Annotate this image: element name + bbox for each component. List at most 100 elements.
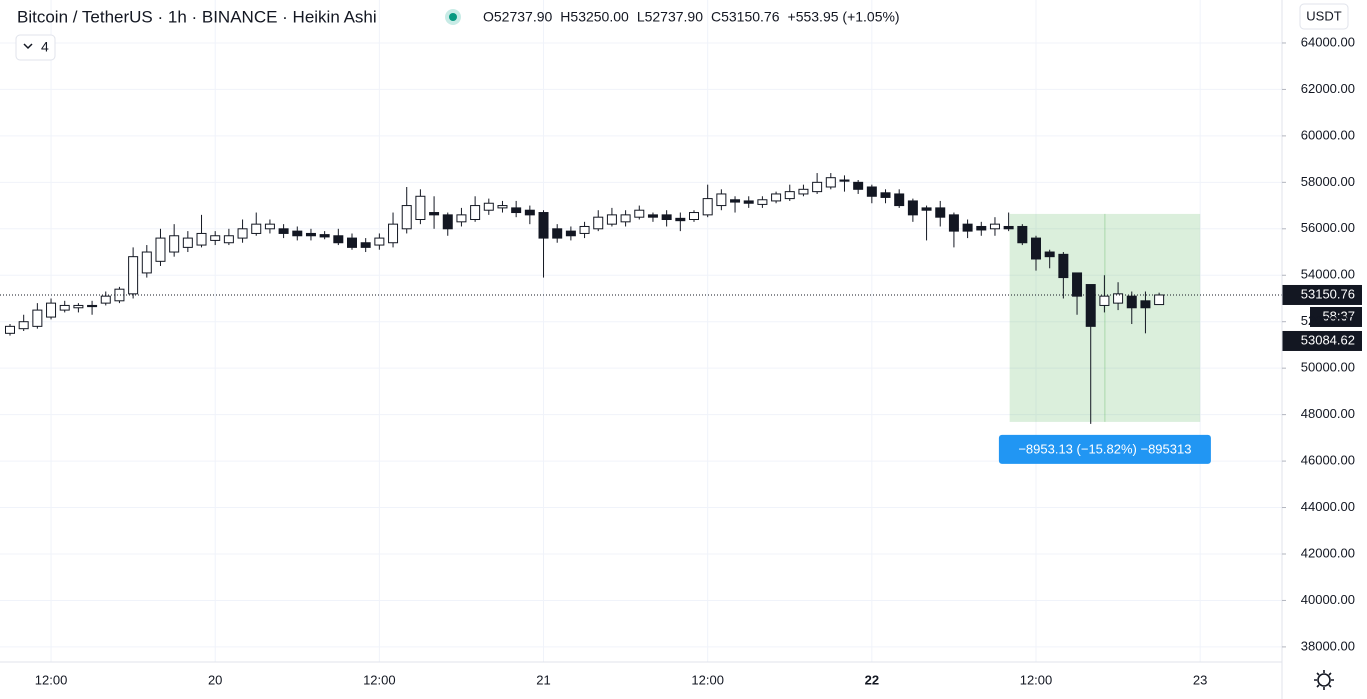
- candle-body: [210, 235, 221, 241]
- candle-body: [1058, 253, 1069, 279]
- candle-body: [1044, 251, 1055, 258]
- candle-body: [812, 181, 823, 193]
- candle-body: [839, 179, 850, 182]
- x-tick-label: 23: [1193, 672, 1207, 687]
- candle-body: [87, 304, 98, 308]
- candle-body: [866, 186, 877, 197]
- candle-body: [237, 228, 248, 239]
- ohlc-legend: O52737.90 H53250.00 L52737.90 C53150.76 +553…: [483, 9, 900, 25]
- y-tick-label: 50000.00: [1301, 360, 1355, 375]
- candle-body: [73, 304, 84, 309]
- grid: [0, 0, 1282, 662]
- x-tick-label: 12:00: [1020, 672, 1053, 687]
- candle-body: [292, 230, 303, 237]
- indicator-count: 4: [41, 39, 49, 55]
- candles: [5, 173, 1165, 424]
- ohlc-item: H53250.00: [560, 9, 629, 25]
- candle-body: [1126, 295, 1137, 309]
- candle-body: [1031, 237, 1041, 260]
- y-tick-label: 42000.00: [1301, 545, 1355, 560]
- y-tick-label: 38000.00: [1301, 638, 1355, 653]
- candle-body: [401, 205, 412, 230]
- candle-body: [196, 232, 207, 246]
- candle-body: [1017, 225, 1028, 244]
- candle-body: [661, 214, 672, 221]
- candle-body: [907, 200, 918, 216]
- currency-label: USDT: [1306, 8, 1341, 23]
- candle-body: [935, 207, 946, 218]
- candle-body: [962, 223, 973, 232]
- measure-label-bg: [998, 434, 1211, 464]
- candle-body: [32, 309, 43, 327]
- candle-body: [278, 228, 289, 234]
- candle-body: [784, 191, 795, 200]
- candle-body: [524, 209, 535, 216]
- ohlc-item: +553.95 (+1.05%): [788, 9, 900, 25]
- currency-button[interactable]: [1299, 3, 1349, 30]
- candle-body: [1113, 293, 1124, 304]
- candle-body: [415, 195, 426, 221]
- symbol-title: Bitcoin / TetherUS · 1h · BINANCE · Heik…: [17, 7, 377, 26]
- candle-body: [538, 212, 549, 239]
- candle-body: [948, 214, 959, 232]
- candle-body: [1140, 300, 1151, 309]
- candle-body: [442, 214, 453, 230]
- candle-body: [456, 214, 467, 223]
- candle-body: [730, 199, 741, 203]
- candle-body: [128, 256, 139, 295]
- x-tick-label: 20: [208, 672, 222, 687]
- price-label-bg: [1282, 284, 1362, 305]
- x-tick-label: 22: [865, 672, 879, 687]
- candle-body: [223, 235, 234, 244]
- candle-body: [798, 188, 809, 195]
- y-tick-label: 60000.00: [1301, 127, 1355, 142]
- candle-body: [689, 212, 699, 221]
- x-tick-label: 12:00: [35, 672, 68, 687]
- indicator-toggle[interactable]: [15, 34, 56, 61]
- candle-body: [18, 321, 29, 330]
- candle-body: [497, 205, 508, 209]
- y-tick-label: 54000.00: [1301, 267, 1355, 282]
- marker-price-bg: [1282, 330, 1362, 351]
- candle-body: [141, 251, 152, 274]
- gear-teeth: [1314, 670, 1334, 690]
- candle-body: [169, 235, 180, 253]
- candle-body: [319, 234, 330, 238]
- y-tick-label: 48000.00: [1301, 406, 1355, 421]
- candle-body: [470, 205, 481, 221]
- ohlc-item: C53150.76: [711, 9, 780, 25]
- y-tick-label: 56000.00: [1301, 220, 1355, 235]
- chevron-icon: [23, 43, 33, 50]
- settings-button[interactable]: [1314, 670, 1334, 690]
- candle-body: [100, 295, 111, 304]
- candle-body: [880, 192, 891, 198]
- candle-body: [647, 214, 658, 218]
- candle-body: [702, 198, 713, 216]
- candle-body: [989, 223, 1000, 230]
- candle-body: [1085, 284, 1096, 327]
- candle-body: [771, 193, 782, 202]
- current-price-label: 53150.76: [1301, 286, 1355, 301]
- x-tick-label: 12:00: [691, 672, 724, 687]
- candle-body: [511, 207, 522, 214]
- y-tick-label: 44000.00: [1301, 499, 1355, 514]
- candle-body: [825, 177, 836, 188]
- candle-body: [1154, 294, 1165, 306]
- candle-body: [333, 235, 344, 244]
- candle-body: [552, 228, 563, 239]
- countdown-label: 58:37: [1322, 308, 1355, 323]
- candle-body: [565, 230, 576, 237]
- y-tick-label: 40000.00: [1301, 592, 1355, 607]
- y-tick-label: 62000.00: [1301, 81, 1355, 96]
- candle-body: [388, 223, 399, 244]
- axes: 38000.00 40000.00 42000.00 44000.00 46000.00…: [35, 34, 1355, 687]
- status-dot: [449, 13, 457, 21]
- candle-body: [634, 209, 645, 218]
- candle-body: [347, 237, 357, 248]
- candle-body: [155, 237, 166, 262]
- candle-body: [743, 200, 754, 204]
- ohlc-item: L52737.90: [637, 9, 703, 25]
- y-tick-label: 58000.00: [1301, 174, 1355, 189]
